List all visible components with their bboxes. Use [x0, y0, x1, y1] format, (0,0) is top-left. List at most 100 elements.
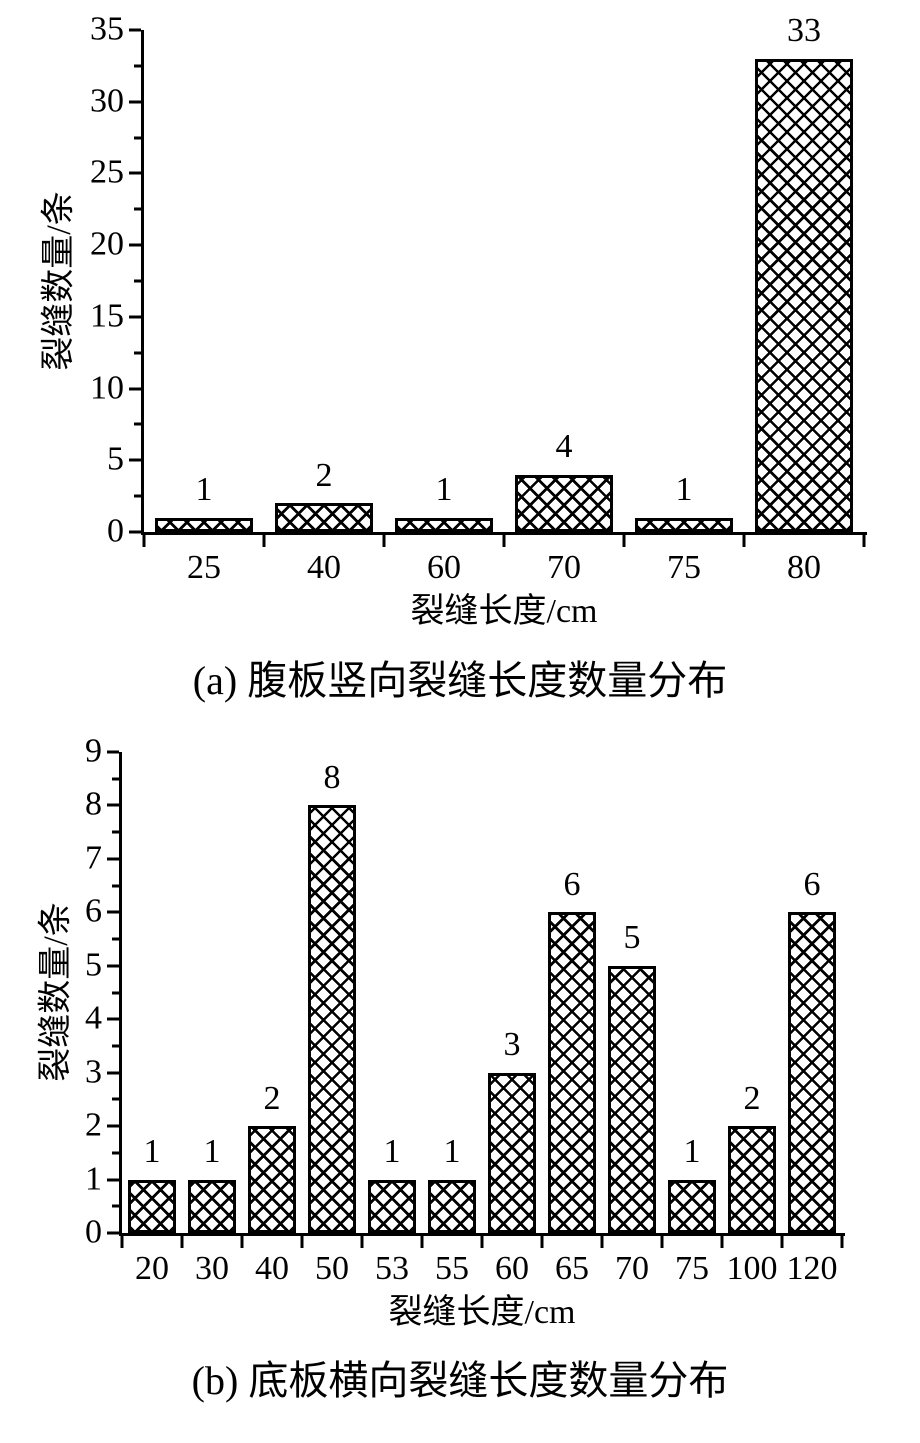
y-minor-tick: [134, 136, 141, 140]
x-tick-label: 60: [495, 1250, 529, 1287]
bar-60cm: [487, 1072, 537, 1233]
x-tick-label: 75: [675, 1250, 709, 1287]
y-major-tick: [107, 964, 119, 968]
x-tick: [480, 1236, 484, 1248]
y-major-tick: [129, 530, 141, 534]
x-tick-label: 70: [615, 1250, 649, 1287]
y-minor-tick: [112, 1097, 119, 1101]
y-minor-tick: [112, 937, 119, 941]
x-tick: [240, 1236, 244, 1248]
y-major-tick: [107, 803, 119, 807]
bar-70cm: [515, 474, 613, 532]
x-tick-label: 60: [427, 549, 461, 586]
bar-value-label: 1: [195, 471, 213, 509]
y-tick-label: 15: [90, 297, 124, 335]
y-major-tick: [129, 243, 141, 247]
y-tick-label: 5: [85, 946, 102, 984]
chart-b-x-axis-title: 裂缝长度/cm: [388, 1294, 576, 1331]
y-tick-label: 8: [85, 785, 102, 823]
x-tick-label: 40: [255, 1250, 289, 1287]
bar-value-label: 8: [323, 759, 341, 797]
y-tick-label: 0: [107, 512, 124, 550]
y-tick-label: 20: [90, 225, 124, 263]
bar-value-label: 6: [563, 865, 581, 903]
x-tick-label: 53: [375, 1250, 409, 1287]
y-minor-tick: [112, 777, 119, 781]
y-major-tick: [107, 857, 119, 861]
chart-a-caption: (a) 腹板竖向裂缝长度数量分布: [192, 658, 728, 703]
y-axis-line: [119, 752, 122, 1236]
x-tick: [840, 1236, 844, 1248]
x-tick-label: 20: [135, 1250, 169, 1287]
chart-b-plot-area: 0 1 2 3 4 5 6 7 8 9 1 20 1 30 2 40 8 50 1 53 1 55 3 60 6 65 5 70 1 75…: [85, 733, 845, 1287]
x-tick: [300, 1236, 304, 1248]
x-tick: [780, 1236, 784, 1248]
chart-a-plot-area: 0 5 10 15 20 25 30 35 1 25 2 40 1 60 4 70 1 75 33 80: [90, 11, 867, 586]
x-tick: [600, 1236, 604, 1248]
y-axis-line: [141, 30, 144, 535]
y-tick-label: 6: [85, 892, 102, 930]
bar-value-label: 5: [623, 919, 641, 957]
y-tick-label: 0: [85, 1213, 102, 1251]
x-tick: [142, 535, 146, 547]
bar-20cm: [127, 1179, 177, 1233]
x-tick: [420, 1236, 424, 1248]
bar-value-label: 4: [555, 428, 573, 466]
bar-value-label: 1: [443, 1133, 461, 1171]
x-tick-label: 55: [435, 1250, 469, 1287]
y-major-tick: [107, 1124, 119, 1128]
y-minor-tick: [112, 830, 119, 834]
bar-65cm: [547, 912, 597, 1233]
chart-a-x-axis-title: 裂缝长度/cm: [410, 593, 598, 630]
x-axis-line: [141, 532, 867, 535]
bar-value-label: 1: [143, 1133, 161, 1171]
y-tick-label: 10: [90, 369, 124, 407]
bar-value-label: 1: [683, 1133, 701, 1171]
x-tick: [720, 1236, 724, 1248]
x-tick: [120, 1236, 124, 1248]
x-tick-label: 40: [307, 549, 341, 586]
y-minor-tick: [134, 279, 141, 283]
y-tick-label: 30: [90, 82, 124, 120]
y-minor-tick: [112, 1204, 119, 1208]
x-tick-label: 30: [195, 1250, 229, 1287]
y-major-tick: [129, 171, 141, 175]
x-tick: [862, 535, 866, 547]
bar-value-label: 3: [503, 1026, 521, 1064]
y-minor-tick: [134, 207, 141, 211]
bar-value-label: 6: [803, 865, 821, 903]
bar-80cm: [755, 58, 853, 532]
y-major-tick: [129, 315, 141, 319]
bar-55cm: [427, 1179, 477, 1233]
y-major-tick: [107, 1178, 119, 1182]
y-major-tick: [107, 750, 119, 754]
bar-40cm: [247, 1126, 297, 1233]
x-tick-label: 75: [667, 549, 701, 586]
y-minor-tick: [112, 991, 119, 994]
bar-75cm: [667, 1179, 717, 1233]
bar-120cm: [787, 912, 837, 1233]
y-minor-tick: [112, 1151, 119, 1155]
y-tick-label: 1: [85, 1160, 102, 1198]
x-tick: [262, 535, 266, 547]
x-tick-label: 25: [187, 549, 221, 586]
bar-value-label: 1: [435, 471, 453, 509]
y-major-tick: [129, 28, 141, 32]
y-tick-label: 9: [85, 732, 102, 770]
bar-70cm: [607, 965, 657, 1233]
bar-value-label: 2: [743, 1079, 761, 1117]
x-tick: [540, 1236, 544, 1248]
x-tick: [660, 1236, 664, 1248]
x-tick: [502, 535, 506, 547]
chart-b-caption: (b) 底板横向裂缝长度数量分布: [191, 1358, 729, 1403]
bar-value-label: 1: [675, 471, 693, 509]
y-minor-tick: [134, 64, 141, 68]
y-tick-label: 5: [107, 440, 124, 478]
y-minor-tick: [134, 422, 141, 426]
y-tick-label: 35: [90, 10, 124, 48]
x-tick-label: 65: [555, 1250, 589, 1287]
y-minor-tick: [134, 494, 141, 498]
x-axis-line: [119, 1233, 845, 1236]
bar-75cm: [635, 517, 733, 532]
